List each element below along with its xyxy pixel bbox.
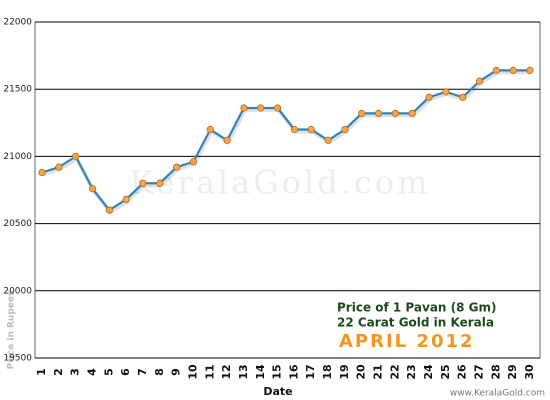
x-tick-label: 6 (119, 368, 132, 376)
x-tick-label: 5 (102, 368, 115, 376)
marker (290, 125, 299, 134)
x-axis-label: Date (263, 385, 292, 398)
x-tick-label: 1 (35, 368, 48, 376)
marker (341, 125, 349, 134)
marker (374, 109, 383, 117)
marker (206, 125, 214, 134)
marker (492, 66, 500, 74)
marker (307, 125, 315, 134)
x-tick-label: 12 (220, 364, 233, 379)
footer: www.KeralaGold.com (450, 389, 545, 399)
marker (475, 77, 484, 85)
x-tick-label: 28 (489, 364, 502, 379)
x-tick-label: 22 (388, 364, 401, 379)
x-tick-label: 24 (422, 364, 435, 380)
marker (105, 206, 113, 214)
x-tick-label: 4 (85, 368, 98, 376)
x-tick-label: 26 (456, 364, 469, 380)
annotation: Price of 1 Pavan (8 Gm) (337, 301, 497, 315)
marker (38, 168, 46, 177)
y-tick-label: 22000 (3, 18, 32, 28)
y-tick-label: 20000 (3, 286, 32, 296)
x-tick-label: 29 (506, 364, 519, 379)
x-tick-label: 20 (355, 364, 368, 380)
x-tick-label: 3 (69, 368, 82, 376)
x-tick-label: 14 (254, 364, 267, 380)
marker (139, 179, 147, 187)
marker (156, 179, 164, 187)
y-tick-label: 21500 (3, 85, 32, 95)
marker (72, 152, 80, 160)
x-tick-label: 7 (136, 368, 149, 376)
marker (408, 109, 416, 117)
marker (273, 104, 282, 112)
x-tick-label: 30 (523, 364, 536, 380)
y-axis-label: Price in Rupees (7, 291, 17, 370)
x-tick-label: 17 (304, 364, 317, 379)
marker (526, 66, 534, 74)
marker (425, 93, 433, 101)
x-tick-label: 9 (170, 368, 183, 376)
marker (459, 93, 467, 101)
x-tick-label: 2 (52, 368, 65, 376)
marker (358, 109, 366, 117)
y-tick-label: 20500 (3, 219, 32, 229)
marker (189, 158, 198, 166)
marker (257, 104, 265, 112)
marker (324, 136, 332, 144)
x-tick-label: 10 (186, 364, 199, 380)
x-tick-label: 11 (203, 364, 216, 379)
x-tick-label: 23 (405, 364, 418, 379)
marker (173, 163, 181, 171)
marker (55, 163, 63, 171)
x-tick-label: 18 (321, 364, 334, 379)
marker (442, 88, 450, 96)
x-tick-label: 13 (237, 364, 250, 379)
x-tick-label: 25 (439, 364, 452, 379)
marker (122, 195, 130, 204)
marker (240, 104, 248, 112)
x-tick-label: 15 (271, 364, 284, 379)
x-tick-label: 8 (153, 368, 166, 376)
marker (88, 185, 97, 193)
watermark: KeralaGold.com (130, 164, 431, 202)
x-tick-label: 27 (473, 364, 486, 379)
x-tick-label: 21 (372, 364, 385, 379)
marker (223, 136, 231, 144)
y-tick-label: 21000 (3, 152, 32, 162)
y-tick-label: 19500 (3, 354, 32, 364)
annotation: APRIL 2012 (339, 331, 475, 352)
x-tick-label: 16 (287, 364, 300, 380)
marker (509, 66, 517, 74)
marker (391, 109, 399, 117)
annotation: 22 Carat Gold in Kerala (337, 316, 494, 330)
x-tick-label: 19 (338, 364, 351, 379)
